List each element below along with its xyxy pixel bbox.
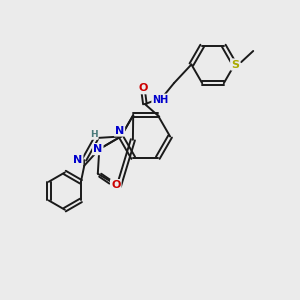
Text: N: N bbox=[115, 125, 124, 136]
Text: O: O bbox=[111, 180, 121, 190]
Text: S: S bbox=[231, 59, 239, 70]
Text: O: O bbox=[139, 83, 148, 93]
Text: H: H bbox=[90, 130, 98, 139]
Text: N: N bbox=[73, 154, 82, 165]
Text: NH: NH bbox=[152, 94, 169, 105]
Text: N: N bbox=[93, 144, 102, 154]
